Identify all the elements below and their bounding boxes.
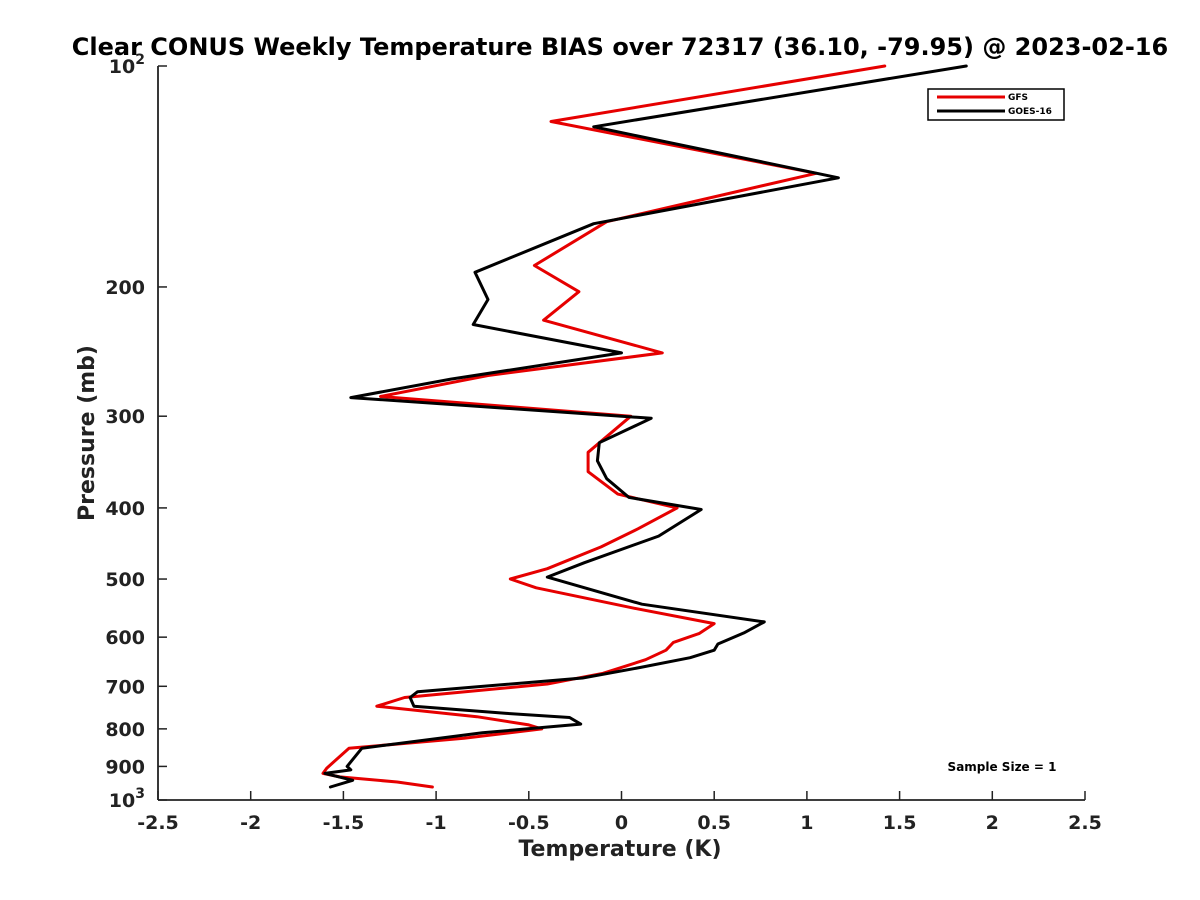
legend-label-gfs: GFS — [1008, 93, 1028, 103]
x-axis-label: Temperature (K) — [518, 837, 721, 862]
y-tick-label: 800 — [105, 719, 145, 741]
x-tick-label: 1.5 — [883, 812, 917, 834]
sample-size-annotation: Sample Size = 1 — [948, 760, 1057, 774]
y-tick-label: 500 — [105, 569, 145, 591]
y-ticks: 102 200 300 400 500 600 700 800 900 103 — [105, 52, 167, 812]
legend: GFS GOES-16 — [927, 88, 1065, 121]
y-tick-label: 900 — [105, 756, 145, 778]
y-tick-label: 700 — [105, 676, 145, 698]
x-tick-label: 0 — [615, 812, 628, 834]
plot-area: -2.5 -2 -1.5 -1 -0.5 0 0.5 1 1.5 2 2.5 102 200 300 40… — [105, 52, 1102, 834]
x-tick-label: 0.5 — [697, 812, 731, 834]
x-tick-label: -1.5 — [323, 812, 365, 834]
y-tick-label: 600 — [105, 627, 145, 649]
y-tick-label: 300 — [105, 406, 145, 428]
x-tick-label: -2.5 — [137, 812, 179, 834]
x-tick-label: 1 — [800, 812, 813, 834]
y-tick-label: 102 — [109, 52, 145, 78]
y-tick-label: 103 — [109, 786, 145, 812]
y-tick-label: 400 — [105, 498, 145, 520]
x-tick-label: 2 — [986, 812, 999, 834]
x-tick-label: -1 — [426, 812, 447, 834]
chart-title: Clear CONUS Weekly Temperature BIAS over… — [72, 33, 1168, 61]
series-line-gfs — [321, 64, 887, 789]
x-tick-label: -2 — [240, 812, 261, 834]
x-tick-label: -0.5 — [508, 812, 550, 834]
legend-label-goes16: GOES-16 — [1008, 107, 1052, 117]
y-axis-label: Pressure (mb) — [75, 345, 100, 521]
x-tick-label: 2.5 — [1068, 812, 1102, 834]
legend-box — [927, 88, 1065, 121]
series-line-goes16 — [323, 64, 968, 789]
series-layer — [321, 64, 968, 789]
x-ticks: -2.5 -2 -1.5 -1 -0.5 0 0.5 1 1.5 2 2.5 — [137, 791, 1102, 834]
y-tick-label: 200 — [105, 277, 145, 299]
